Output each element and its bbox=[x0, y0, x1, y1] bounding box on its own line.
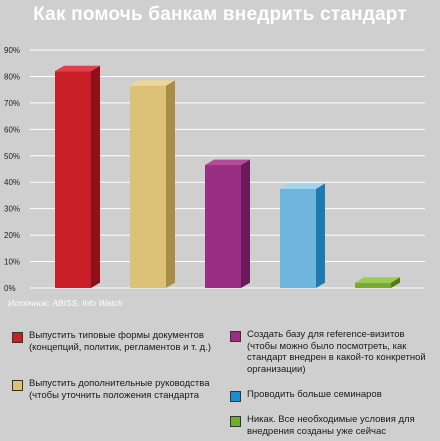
y-tick-label: 30% bbox=[4, 205, 20, 214]
legend-item-nothing-needed: Никак. Все необходимые условия для внедр… bbox=[230, 414, 435, 437]
source-note: Источник: ABISS, Info Watch bbox=[8, 298, 123, 308]
bar-front bbox=[280, 188, 316, 288]
bar-side bbox=[391, 277, 400, 288]
legend-label: Создать базу для reference-визитов (чтоб… bbox=[247, 329, 426, 375]
bar-top bbox=[55, 65, 100, 72]
chart-title: Как помочь банкам внедрить стандарт bbox=[33, 4, 407, 25]
bar-top bbox=[130, 80, 175, 86]
bar-front bbox=[130, 85, 166, 288]
bar-side bbox=[241, 159, 250, 288]
bar-front bbox=[355, 282, 391, 288]
y-tick-label: 80% bbox=[4, 72, 20, 81]
bar-side bbox=[91, 65, 100, 288]
y-tick-label: 20% bbox=[4, 231, 20, 240]
y-tick-label: 60% bbox=[4, 125, 20, 134]
bar bbox=[205, 159, 250, 288]
legend-label: Никак. Все необходимые условия для внедр… bbox=[247, 414, 415, 437]
y-tick-label: 70% bbox=[4, 99, 20, 108]
y-tick-labels: 0% 10% 20% 30% 40% 50% 60% 70% 80% 90% bbox=[4, 46, 20, 293]
legend-item-guides: Выпустить дополнительные руководства (чт… bbox=[12, 378, 217, 401]
bar-front bbox=[205, 165, 241, 288]
bar-chart: 0% 10% 20% 30% 40% 50% 60% 70% 80% 90% bbox=[4, 46, 425, 293]
legend-swatch bbox=[230, 331, 241, 342]
legend-label: Выпустить дополнительные руководства (чт… bbox=[29, 378, 210, 401]
y-tick-label: 50% bbox=[4, 152, 20, 161]
legend-item-reference-visits: Создать базу для reference-визитов (чтоб… bbox=[230, 329, 435, 375]
bar-top bbox=[205, 159, 250, 166]
legend-swatch bbox=[230, 416, 241, 427]
bar-side bbox=[316, 183, 325, 288]
legend-item-typical-forms: Выпустить типовые формы документов (конц… bbox=[12, 330, 212, 353]
legend-item-seminars: Проводить больше семинаров bbox=[230, 389, 435, 402]
bar bbox=[280, 183, 325, 288]
legend-label: Проводить больше семинаров bbox=[247, 389, 382, 400]
bar-side bbox=[166, 80, 175, 288]
y-tick-label: 10% bbox=[4, 258, 20, 267]
bar bbox=[130, 80, 175, 288]
y-tick-label: 90% bbox=[4, 46, 20, 55]
legend-swatch bbox=[12, 380, 23, 391]
legend-swatch bbox=[230, 391, 241, 402]
bar bbox=[355, 277, 400, 288]
y-tick-label: 0% bbox=[4, 284, 16, 293]
bar-top bbox=[355, 277, 400, 283]
legend-label: Выпустить типовые формы документов (конц… bbox=[29, 330, 212, 353]
bar-front bbox=[55, 71, 91, 289]
bars bbox=[55, 65, 400, 289]
bar-top bbox=[280, 183, 325, 189]
legend-swatch bbox=[12, 332, 23, 343]
bar bbox=[55, 65, 100, 289]
y-tick-label: 40% bbox=[4, 178, 20, 187]
